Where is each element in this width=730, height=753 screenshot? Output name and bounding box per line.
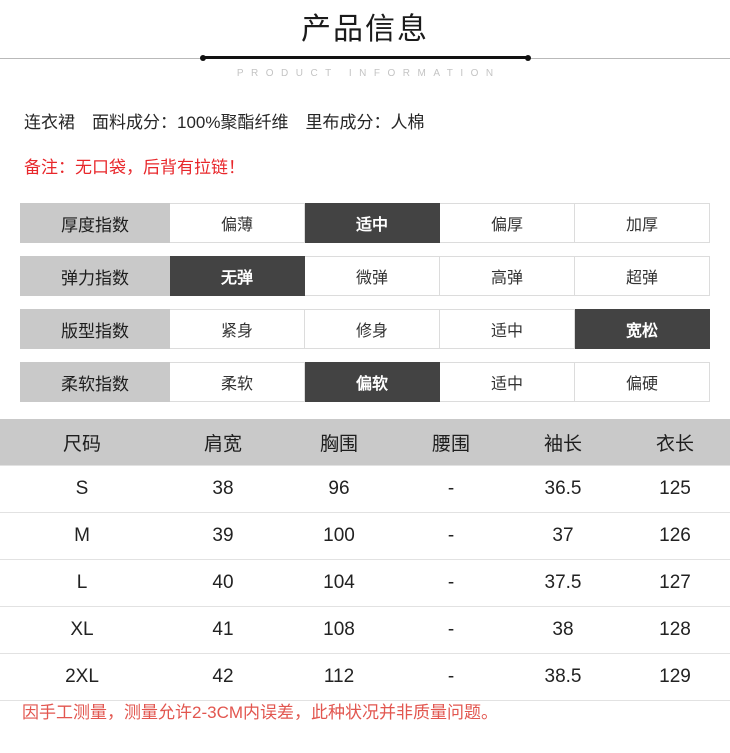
size-value-cell: 38 — [164, 465, 282, 513]
size-label-cell: XL — [0, 606, 164, 654]
index-option[interactable]: 修身 — [305, 309, 440, 349]
index-option[interactable]: 加厚 — [575, 203, 710, 243]
index-option[interactable]: 柔软 — [170, 362, 305, 402]
size-value-cell: 127 — [620, 559, 730, 607]
measurement-disclaimer: 因手工测量，测量允许2-3CM内误差，此种状况并非质量问题。 — [22, 703, 499, 722]
size-label-cell: L — [0, 559, 164, 607]
size-value-cell: 37 — [506, 512, 620, 560]
size-value-cell: 41 — [164, 606, 282, 654]
size-value-cell: 39 — [164, 512, 282, 560]
size-value-cell: - — [396, 465, 506, 513]
size-value-cell: 38.5 — [506, 653, 620, 701]
size-value-cell: 108 — [282, 606, 396, 654]
size-value-cell: 112 — [282, 653, 396, 701]
size-table: 尺码 肩宽 胸围 腰围 袖长 衣长 S 38 96-36.5 125 M 39 100-37 126 L 4… — [0, 419, 730, 701]
page-header: 产品信息 PRODUCT INFORMATION — [0, 0, 730, 95]
size-table-header-row: 尺码 肩宽 胸围 腰围 袖长 衣长 — [0, 419, 730, 466]
size-value-cell: - — [396, 653, 506, 701]
size-value-cell: 104 — [282, 559, 396, 607]
index-option[interactable]: 紧身 — [170, 309, 305, 349]
index-option[interactable]: 高弹 — [440, 256, 575, 296]
size-table-column-header: 袖长 — [506, 419, 620, 466]
index-row: 柔软指数 柔软 偏软 适中 偏硬 — [20, 362, 710, 402]
index-option-selected[interactable]: 适中 — [305, 203, 440, 243]
size-value-cell: 96 — [282, 465, 396, 513]
size-value-cell: 40 — [164, 559, 282, 607]
index-row-label: 柔软指数 — [20, 362, 170, 402]
index-option[interactable]: 偏薄 — [170, 203, 305, 243]
size-value-cell: 37.5 — [506, 559, 620, 607]
divider-dot-right-icon — [525, 55, 531, 61]
title-divider — [0, 55, 730, 61]
size-table-column-header: 肩宽 — [164, 419, 282, 466]
index-row: 厚度指数 偏薄 适中 偏厚 加厚 — [20, 203, 710, 243]
index-option[interactable]: 微弹 — [305, 256, 440, 296]
size-label-cell: 2XL — [0, 653, 164, 701]
table-row: 2XL 42 112-38.5 129 — [0, 653, 730, 701]
index-option-selected[interactable]: 无弹 — [170, 256, 305, 296]
size-value-cell: 36.5 — [506, 465, 620, 513]
size-value-cell: - — [396, 512, 506, 560]
index-row: 版型指数 紧身 修身 适中 宽松 — [20, 309, 710, 349]
size-table-head: 尺码 肩宽 胸围 腰围 袖长 衣长 — [0, 419, 730, 466]
remark-text: 备注：无口袋，后背有拉链！ — [24, 158, 245, 177]
index-option[interactable]: 适中 — [440, 362, 575, 402]
page-title: 产品信息 — [301, 13, 429, 46]
table-row: M 39 100-37 126 — [0, 512, 730, 560]
index-option-selected[interactable]: 偏软 — [305, 362, 440, 402]
size-value-cell: - — [396, 606, 506, 654]
table-row: XL 41 108-38 128 — [0, 606, 730, 654]
index-option[interactable]: 适中 — [440, 309, 575, 349]
divider-thick-line — [203, 56, 528, 59]
index-row-label: 厚度指数 — [20, 203, 170, 243]
size-value-cell: 128 — [620, 606, 730, 654]
size-table-column-header: 胸围 — [282, 419, 396, 466]
size-table-column-header: 腰围 — [396, 419, 506, 466]
index-row: 弹力指数 无弹 微弹 高弹 超弹 — [20, 256, 710, 296]
index-option[interactable]: 偏厚 — [440, 203, 575, 243]
size-value-cell: 125 — [620, 465, 730, 513]
size-table-column-header: 尺码 — [0, 419, 164, 466]
divider-dot-left-icon — [200, 55, 206, 61]
size-value-cell: - — [396, 559, 506, 607]
page-subtitle: PRODUCT INFORMATION — [236, 68, 501, 79]
size-table-column-header: 衣长 — [620, 419, 730, 466]
index-option[interactable]: 偏硬 — [575, 362, 710, 402]
composition-text: 连衣裙 面料成分：100%聚酯纤维 里布成分：人棉 — [24, 113, 425, 132]
table-row: L 40 104-37.5 127 — [0, 559, 730, 607]
index-row-label: 版型指数 — [20, 309, 170, 349]
index-option-selected[interactable]: 宽松 — [575, 309, 710, 349]
size-value-cell: 100 — [282, 512, 396, 560]
size-label-cell: S — [0, 465, 164, 513]
index-table: 厚度指数 偏薄 适中 偏厚 加厚 弹力指数 无弹 微弹 高弹 超弹 版型指数 紧身 修身 适中 宽松 柔软指数… — [20, 203, 710, 415]
size-value-cell: 42 — [164, 653, 282, 701]
size-value-cell: 38 — [506, 606, 620, 654]
index-option[interactable]: 超弹 — [575, 256, 710, 296]
table-row: S 38 96-36.5 125 — [0, 465, 730, 513]
size-value-cell: 126 — [620, 512, 730, 560]
size-label-cell: M — [0, 512, 164, 560]
size-table-body: S 38 96-36.5 125 M 39 100-37 126 L 40 104-37.5 127 X… — [0, 465, 730, 701]
index-row-label: 弹力指数 — [20, 256, 170, 296]
size-value-cell: 129 — [620, 653, 730, 701]
